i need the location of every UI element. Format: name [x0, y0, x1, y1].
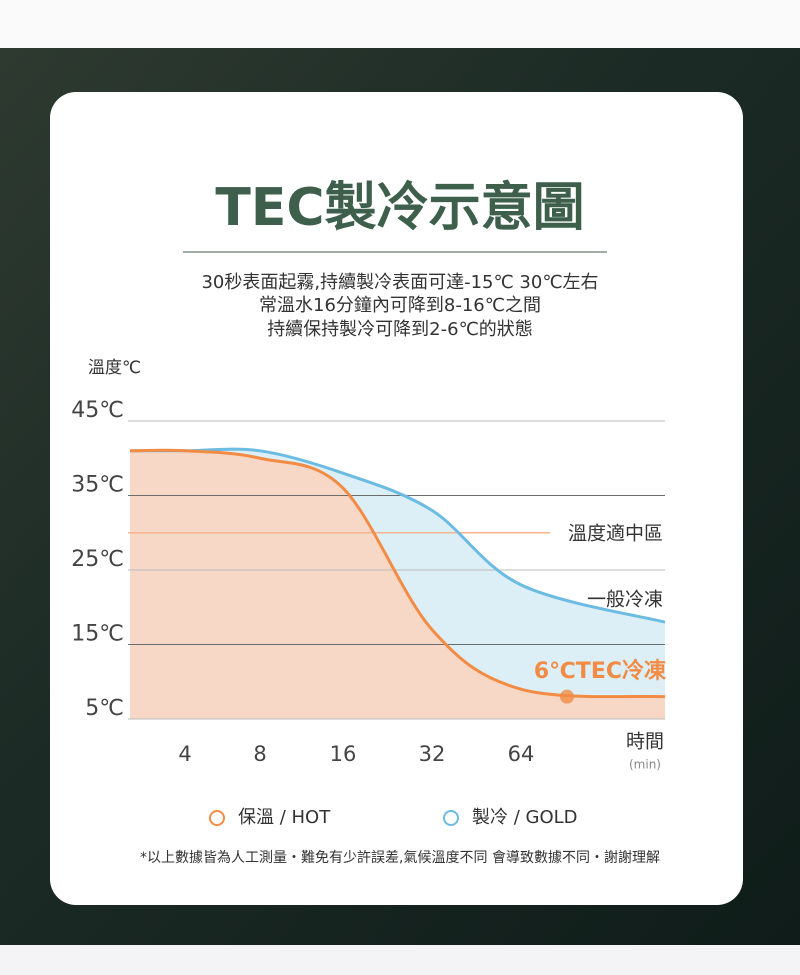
area [130, 450, 665, 719]
y-tick-label: 15℃ [71, 622, 124, 647]
legend-marker [443, 810, 459, 826]
x-tick-label: 4 [178, 742, 191, 766]
x-tick-label: 64 [508, 742, 535, 766]
bottom-strip [0, 945, 800, 975]
series-end-label: 一般冷凍 [587, 589, 663, 611]
series-end-label: 6℃TEC冷凍 [534, 658, 667, 684]
legend-marker [209, 810, 225, 826]
line [129, 448, 666, 699]
reference-label: 溫度適中區 [568, 522, 663, 544]
y-tick-label: 5℃ [85, 696, 124, 721]
x-tick-label: 32 [419, 742, 446, 766]
x-axis-title: 時間 [626, 731, 664, 753]
legend-label: 保溫 / HOT [238, 807, 331, 828]
plot: 5℃ 15℃ 25℃ 35℃ 45℃ 溫度適中區 4 8 16 32 64 一般冷凍 6℃TEC冷凍 [71, 398, 667, 766]
legend-label: 製冷 / GOLD [472, 807, 578, 828]
x-tick-label: 8 [253, 742, 266, 766]
y-tick-label: 35℃ [71, 473, 124, 498]
footnote: *以上數據皆為人工測量・難免有少許誤差,氣候溫度不同 會導致數據不同・謝謝理解 [140, 850, 660, 866]
top-strip [0, 0, 800, 48]
y-tick-label: 45℃ [71, 398, 124, 423]
subtitle: 常溫水16分鐘內可降到8-16℃之間 [259, 295, 541, 316]
y-tick-label: 25℃ [71, 547, 124, 572]
subtitle: 30秒表面起霧,持續製冷表面可達-15℃ 30℃左右 [201, 272, 598, 293]
x-axis-unit: (min) [629, 758, 661, 772]
subtitle: 持續保持製冷可降到2-6℃的狀態 [267, 319, 533, 340]
end-marker [560, 689, 574, 704]
chart-title: TEC製冷示意圖 [215, 178, 584, 238]
x-tick-label: 16 [330, 742, 357, 766]
y-axis-title: 溫度℃ [88, 358, 141, 378]
